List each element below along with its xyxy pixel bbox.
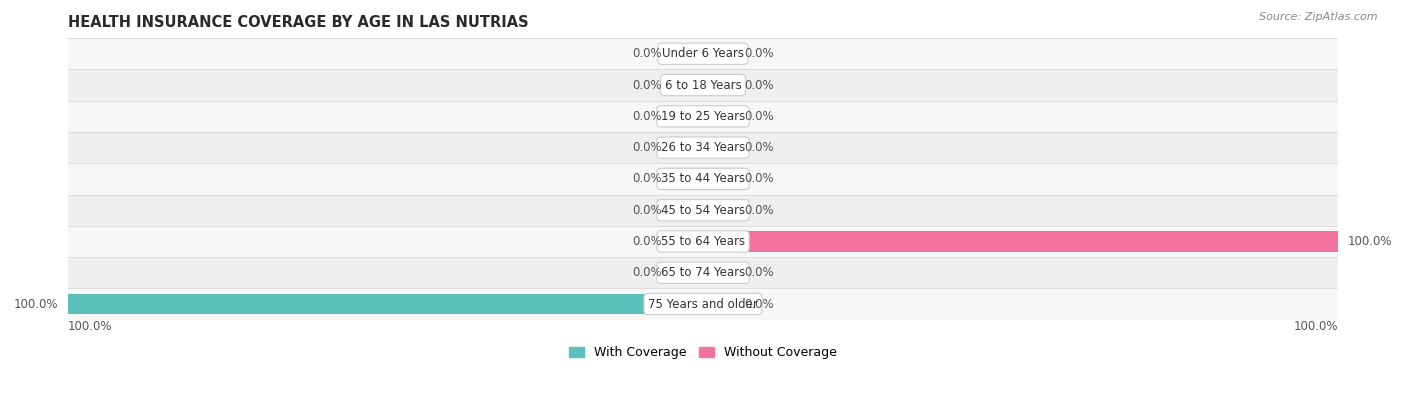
Bar bbox=[67, 195, 1339, 226]
Text: 0.0%: 0.0% bbox=[744, 141, 773, 154]
Bar bbox=[671, 169, 703, 189]
Bar bbox=[703, 200, 735, 220]
Bar bbox=[703, 263, 735, 283]
Text: 0.0%: 0.0% bbox=[633, 266, 662, 279]
Text: 35 to 44 Years: 35 to 44 Years bbox=[661, 172, 745, 186]
Bar bbox=[671, 200, 703, 220]
Text: 0.0%: 0.0% bbox=[744, 298, 773, 310]
Text: 19 to 25 Years: 19 to 25 Years bbox=[661, 110, 745, 123]
Text: 0.0%: 0.0% bbox=[633, 172, 662, 186]
Text: 100.0%: 100.0% bbox=[67, 320, 112, 333]
Text: 0.0%: 0.0% bbox=[633, 141, 662, 154]
Bar bbox=[703, 106, 735, 127]
Bar bbox=[67, 163, 1339, 195]
Text: 100.0%: 100.0% bbox=[1348, 235, 1392, 248]
Text: 100.0%: 100.0% bbox=[1294, 320, 1339, 333]
Text: 0.0%: 0.0% bbox=[744, 78, 773, 92]
Text: Source: ZipAtlas.com: Source: ZipAtlas.com bbox=[1260, 12, 1378, 22]
Text: 45 to 54 Years: 45 to 54 Years bbox=[661, 204, 745, 217]
Bar bbox=[703, 231, 1339, 251]
Bar bbox=[67, 132, 1339, 163]
Bar bbox=[671, 106, 703, 127]
Text: 0.0%: 0.0% bbox=[744, 266, 773, 279]
Text: 0.0%: 0.0% bbox=[744, 172, 773, 186]
Bar bbox=[703, 137, 735, 158]
Text: 55 to 64 Years: 55 to 64 Years bbox=[661, 235, 745, 248]
Bar bbox=[703, 44, 735, 64]
Text: 0.0%: 0.0% bbox=[744, 204, 773, 217]
Bar bbox=[703, 75, 735, 95]
Text: 75 Years and older: 75 Years and older bbox=[648, 298, 758, 310]
Text: 0.0%: 0.0% bbox=[633, 235, 662, 248]
Bar bbox=[671, 75, 703, 95]
Bar bbox=[67, 38, 1339, 69]
Bar bbox=[67, 294, 703, 314]
Bar bbox=[67, 226, 1339, 257]
Bar bbox=[671, 44, 703, 64]
Bar bbox=[67, 257, 1339, 288]
Text: Under 6 Years: Under 6 Years bbox=[662, 47, 744, 60]
Bar bbox=[671, 137, 703, 158]
Text: 65 to 74 Years: 65 to 74 Years bbox=[661, 266, 745, 279]
Bar bbox=[67, 101, 1339, 132]
Bar bbox=[67, 69, 1339, 101]
Text: 26 to 34 Years: 26 to 34 Years bbox=[661, 141, 745, 154]
Text: 0.0%: 0.0% bbox=[744, 110, 773, 123]
Bar bbox=[703, 169, 735, 189]
Text: 0.0%: 0.0% bbox=[744, 47, 773, 60]
Text: 0.0%: 0.0% bbox=[633, 110, 662, 123]
Bar bbox=[703, 294, 735, 314]
Text: 0.0%: 0.0% bbox=[633, 47, 662, 60]
Text: HEALTH INSURANCE COVERAGE BY AGE IN LAS NUTRIAS: HEALTH INSURANCE COVERAGE BY AGE IN LAS … bbox=[67, 15, 529, 30]
Text: 0.0%: 0.0% bbox=[633, 78, 662, 92]
Text: 6 to 18 Years: 6 to 18 Years bbox=[665, 78, 741, 92]
Text: 0.0%: 0.0% bbox=[633, 204, 662, 217]
Legend: With Coverage, Without Coverage: With Coverage, Without Coverage bbox=[564, 341, 842, 364]
Bar bbox=[67, 288, 1339, 320]
Text: 100.0%: 100.0% bbox=[14, 298, 58, 310]
Bar bbox=[671, 263, 703, 283]
Bar bbox=[671, 231, 703, 251]
